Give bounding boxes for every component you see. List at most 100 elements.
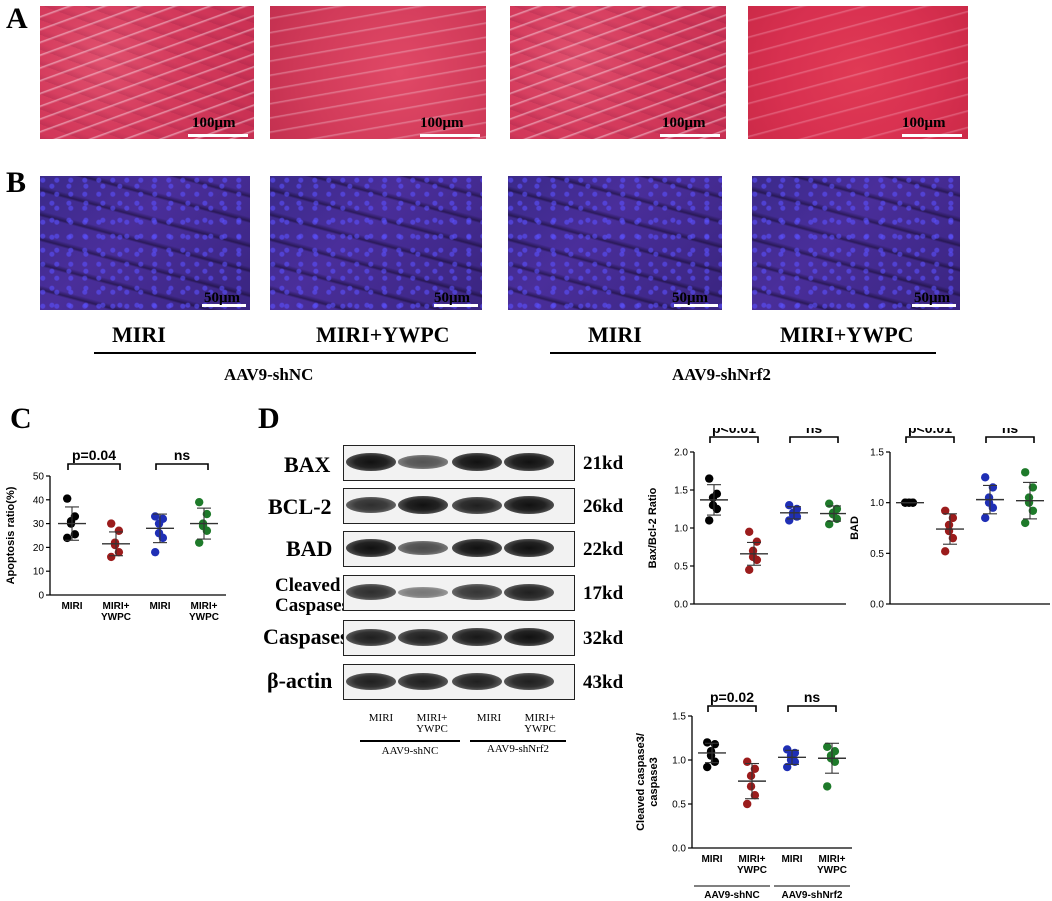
kd-label: 26kd bbox=[583, 496, 624, 517]
x-tick-label: MIRI+ bbox=[103, 601, 130, 612]
data-point bbox=[710, 739, 720, 749]
y-tick-label: 0.0 bbox=[870, 600, 884, 609]
significance-label: p=0.04 bbox=[72, 450, 116, 463]
data-point bbox=[823, 782, 832, 791]
he-micrograph-4 bbox=[748, 6, 968, 139]
significance-label: ns bbox=[804, 689, 821, 705]
y-tick-label: 40 bbox=[33, 495, 45, 506]
y-axis-label: caspase3 bbox=[648, 757, 660, 807]
data-point bbox=[743, 757, 752, 766]
blot-band bbox=[346, 539, 396, 557]
group-label: AAV9-shNC bbox=[224, 365, 314, 384]
y-tick-label: 0.5 bbox=[672, 800, 686, 811]
significance-bracket bbox=[985, 436, 1035, 443]
blot-band bbox=[398, 586, 448, 598]
data-point bbox=[1021, 468, 1030, 477]
data-point bbox=[62, 494, 72, 503]
blot-band bbox=[504, 583, 554, 601]
y-tick-label: 1.0 bbox=[870, 498, 884, 509]
condition-label: MIRI+YWPC bbox=[316, 322, 450, 347]
blot-label-line: Caspases3 bbox=[275, 595, 359, 616]
y-tick-label: 0.0 bbox=[672, 844, 686, 855]
data-point bbox=[107, 552, 116, 562]
data-point bbox=[825, 520, 834, 529]
scale-bar bbox=[674, 304, 718, 307]
scale-bar bbox=[434, 304, 478, 307]
data-point bbox=[948, 513, 958, 523]
scale-label: 100μm bbox=[192, 115, 236, 131]
data-point bbox=[981, 513, 990, 523]
blot-band bbox=[452, 584, 502, 600]
y-tick-label: 30 bbox=[33, 519, 45, 530]
y-tick-label: 1.5 bbox=[672, 712, 686, 723]
group-bracket bbox=[360, 740, 460, 742]
blot-band bbox=[452, 628, 502, 646]
significance-bracket bbox=[789, 436, 839, 443]
blot-band bbox=[398, 672, 448, 690]
data-point bbox=[745, 527, 754, 536]
data-point bbox=[705, 516, 714, 525]
significance-label: p<0.01 bbox=[908, 428, 952, 436]
condition-label: MIRI bbox=[588, 322, 642, 347]
data-point bbox=[743, 799, 752, 809]
blot-label-line: Cleaved bbox=[275, 575, 341, 596]
data-point bbox=[703, 738, 712, 747]
data-point bbox=[785, 516, 794, 525]
scale-label: 50μm bbox=[204, 290, 240, 306]
group-label: AAV9-shNC bbox=[704, 890, 759, 900]
data-point bbox=[823, 742, 832, 751]
data-point bbox=[981, 473, 990, 482]
data-point bbox=[752, 537, 762, 546]
significance-bracket bbox=[787, 705, 837, 712]
significance-bracket bbox=[905, 436, 955, 443]
data-point bbox=[752, 555, 762, 565]
data-point bbox=[944, 526, 954, 536]
x-tick-label: YWPC bbox=[189, 612, 219, 620]
y-axis-label: BAD bbox=[849, 516, 861, 540]
significance-label: p<0.01 bbox=[712, 428, 756, 436]
y-axis-label: Apoptosis ratio(%) bbox=[5, 486, 17, 584]
cleaved-caspase3-chart: 0.0 0.5 1.0 1.5 Cleaved caspase3/caspase3 MIR… bbox=[635, 689, 852, 900]
data-point bbox=[783, 745, 792, 754]
data-point bbox=[941, 506, 950, 515]
blot-band bbox=[452, 496, 502, 514]
y-axis-label: Bax/Bcl-2 Ratio bbox=[647, 487, 659, 568]
lane-label: MIRI bbox=[476, 712, 502, 724]
data-point bbox=[705, 474, 714, 483]
data-point bbox=[158, 533, 168, 543]
kd-label: 17kd bbox=[583, 583, 624, 604]
data-point bbox=[107, 519, 116, 528]
y-tick-label: 1.5 bbox=[870, 448, 884, 459]
y-tick-label: 2.0 bbox=[674, 448, 688, 459]
blot-band bbox=[346, 497, 396, 513]
group-bracket bbox=[550, 352, 936, 354]
lane-label: MIRI+ YWPC bbox=[524, 712, 556, 735]
blot-band bbox=[452, 672, 502, 690]
tunel-micrograph-1 bbox=[40, 176, 250, 310]
data-point bbox=[988, 503, 998, 512]
group-label: AAV9-shNC bbox=[381, 745, 439, 757]
panel-label-c: C bbox=[10, 402, 32, 435]
data-point bbox=[746, 782, 756, 791]
tunel-micrograph-4 bbox=[752, 176, 960, 310]
blot-label-cleaved-caspase3: Cleaved Caspases3 bbox=[275, 576, 358, 616]
y-tick-label: 1.0 bbox=[672, 756, 686, 767]
data-point bbox=[825, 499, 834, 508]
he-micrograph-3 bbox=[510, 6, 726, 139]
data-point bbox=[750, 764, 760, 773]
group-label: AAV9-shNrf2 bbox=[782, 890, 843, 900]
data-point bbox=[712, 504, 722, 514]
he-micrograph-2 bbox=[270, 6, 486, 139]
scale-label: 50μm bbox=[914, 290, 950, 306]
x-tick-label: MIRI bbox=[781, 854, 802, 865]
blot-band bbox=[504, 453, 554, 471]
scale-bar bbox=[420, 134, 480, 137]
data-point bbox=[748, 546, 758, 555]
blot-band bbox=[504, 539, 554, 557]
blot-band bbox=[504, 672, 554, 690]
y-tick-label: 0 bbox=[38, 591, 44, 602]
data-point bbox=[202, 526, 212, 535]
data-point bbox=[944, 520, 954, 530]
blot-label-actin: β-actin bbox=[267, 668, 333, 693]
he-micrograph-1 bbox=[40, 6, 254, 139]
